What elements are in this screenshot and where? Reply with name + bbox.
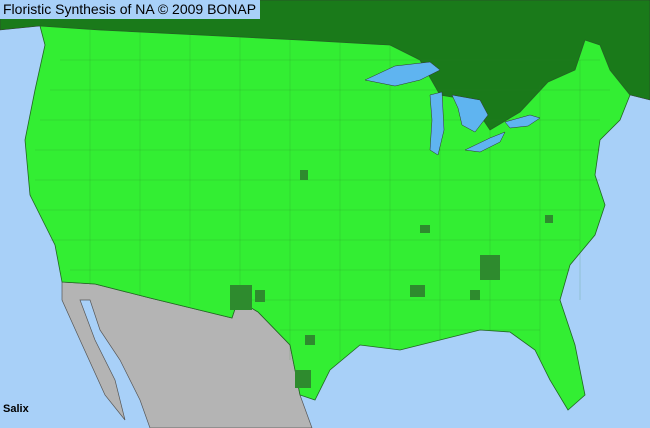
lake-erie bbox=[464, 131, 506, 153]
county-grid bbox=[35, 30, 610, 360]
great-lakes bbox=[364, 61, 541, 156]
lake-michigan bbox=[429, 91, 445, 156]
dense-counties bbox=[230, 170, 553, 388]
map-title: Floristic Synthesis of NA © 2009 BONAP bbox=[0, 0, 261, 19]
lake-ontario bbox=[504, 114, 541, 129]
lake-superior bbox=[364, 61, 441, 87]
taxon-label: Salix bbox=[3, 403, 29, 415]
lake-huron bbox=[451, 94, 489, 133]
